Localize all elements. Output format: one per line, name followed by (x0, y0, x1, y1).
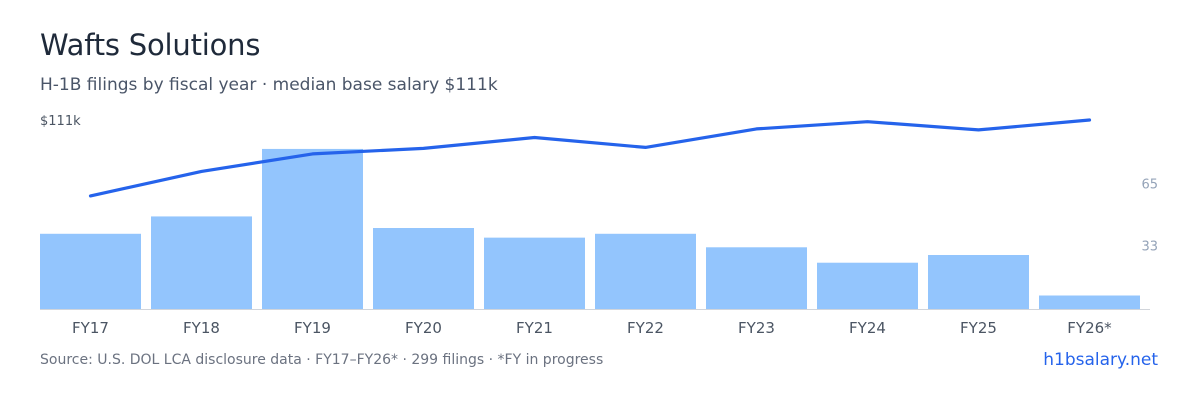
bar-fy20 (373, 228, 474, 309)
footer-source: Source: U.S. DOL LCA disclosure data · F… (40, 352, 604, 368)
bar-fy22 (595, 233, 696, 309)
x-tick-label: FY26* (1067, 319, 1112, 337)
x-tick-label: FY19 (294, 319, 331, 337)
axis-layer: FY17 FY18 FY19 FY20 FY21 FY22 FY23 FY24 FY25 FY26… (40, 114, 1158, 337)
x-tick-label: FY17 (72, 319, 109, 337)
x-tick-label: FY20 (405, 319, 442, 337)
x-tick-label: FY21 (516, 319, 553, 337)
x-tick-label: FY18 (183, 319, 220, 337)
combo-chart: FY17 FY18 FY19 FY20 FY21 FY22 FY23 FY24 FY25 FY26… (40, 114, 1158, 337)
salary-line (88, 118, 1092, 198)
bar-fy18 (151, 216, 252, 309)
bar-fy21 (484, 237, 585, 309)
bar-fy26 (1039, 295, 1140, 309)
bar-fy25 (928, 255, 1029, 309)
x-tick-label: FY23 (738, 319, 775, 337)
bars-layer (40, 148, 1140, 309)
chart-title: Wafts Solutions (40, 28, 261, 62)
footer-link[interactable]: h1bsalary.net (1043, 350, 1158, 370)
x-tick-label: FY24 (849, 319, 886, 337)
bar-fy17 (40, 233, 141, 309)
bar-fy19 (262, 148, 363, 309)
line-layer (88, 118, 1092, 198)
x-tick-label: FY25 (960, 319, 997, 337)
right-axis-tick-label: 33 (1141, 239, 1158, 254)
bar-fy24 (817, 262, 918, 309)
right-axis-tick-label: 65 (1141, 178, 1158, 193)
x-tick-label: FY22 (627, 319, 664, 337)
chart-subtitle: H-1B filings by fiscal year · median bas… (40, 75, 498, 95)
left-axis-tick-label: $111k (40, 114, 81, 129)
bar-fy23 (706, 247, 807, 309)
